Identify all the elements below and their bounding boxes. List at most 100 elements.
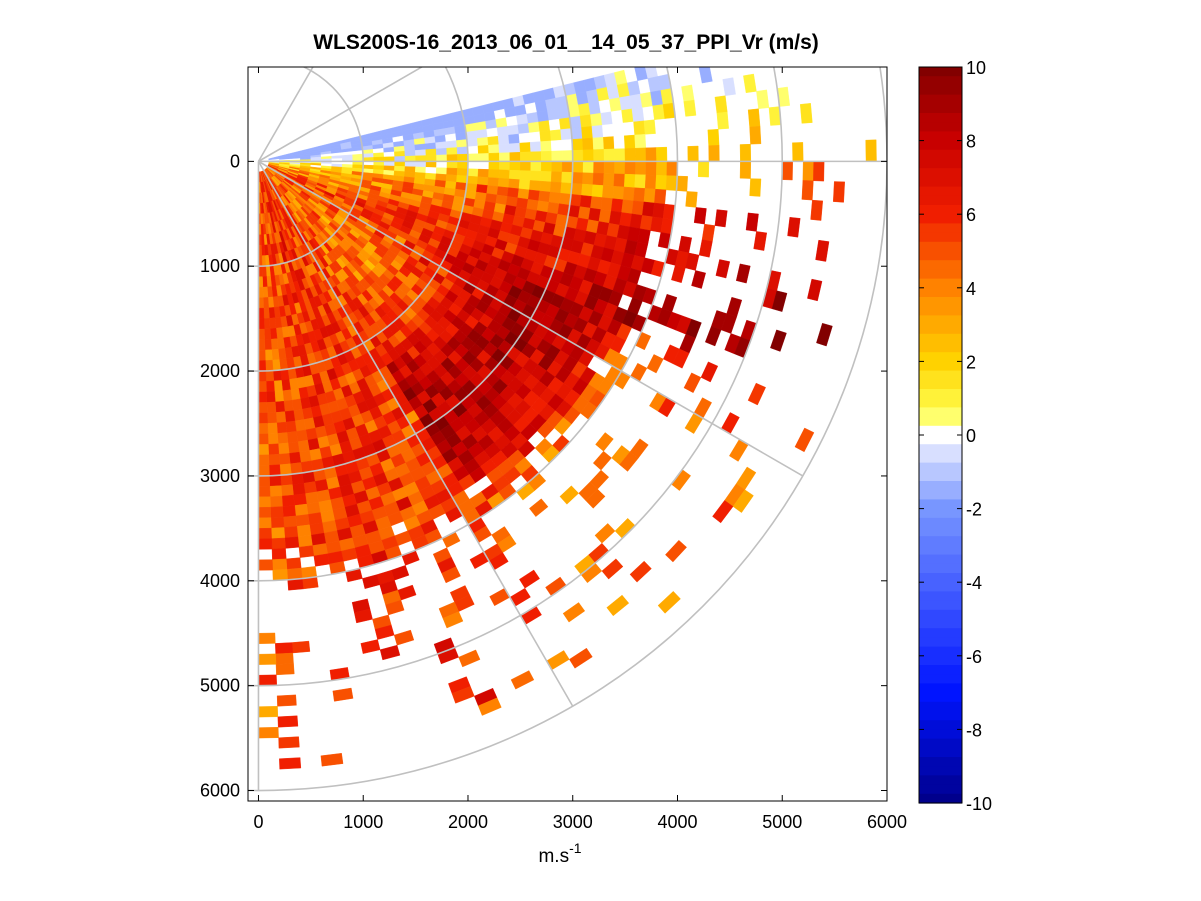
velocity-cell: [530, 151, 542, 162]
velocity-cell: [278, 453, 291, 465]
velocity-cell: [258, 444, 269, 456]
velocity-cell: [457, 153, 469, 162]
velocity-cell: [267, 422, 278, 435]
colorbar-tick-label: -4: [966, 573, 982, 593]
velocity-cell: [261, 255, 266, 267]
colorbar-band: [919, 600, 962, 611]
velocity-cell: [283, 526, 299, 539]
velocity-cell: [297, 439, 310, 453]
colorbar-band: [919, 85, 962, 96]
velocity-cell: [749, 126, 762, 145]
colorbar-band: [919, 177, 962, 188]
velocity-cell: [519, 170, 531, 181]
polar-grid: [248, 67, 887, 792]
velocity-cell: [487, 135, 500, 146]
velocity-cell: [487, 177, 500, 187]
velocity-cell: [265, 370, 275, 382]
velocity-cell: [745, 212, 759, 232]
colorbar-band: [919, 278, 962, 289]
velocity-cell: [749, 178, 762, 197]
velocity-cell: [603, 148, 615, 162]
colorbar-tick-label: -10: [966, 794, 992, 814]
velocity-cell: [277, 715, 299, 728]
velocity-cell: [478, 153, 490, 162]
velocity-cell: [509, 142, 521, 153]
velocity-cell: [612, 186, 625, 200]
colorbar-band: [919, 232, 962, 243]
colorbar-band: [919, 306, 962, 316]
velocity-cell: [614, 161, 626, 175]
velocity-cell: [801, 180, 814, 201]
velocity-cell: [373, 152, 385, 158]
x-tick-label: 2000: [448, 812, 488, 832]
velocity-cell: [781, 161, 793, 181]
velocity-cell: [275, 411, 287, 424]
velocity-cell: [265, 380, 275, 393]
velocity-cell: [456, 139, 468, 148]
colorbar-band: [919, 241, 962, 252]
velocity-cell: [624, 173, 636, 188]
velocity-cell: [467, 161, 479, 170]
velocity-cell: [590, 112, 603, 127]
velocity-cell: [549, 129, 562, 142]
velocity-cell: [614, 148, 626, 162]
velocity-cell: [272, 369, 282, 382]
velocity-cell: [495, 117, 508, 129]
velocity-cell: [277, 442, 290, 455]
velocity-cell: [486, 127, 499, 138]
velocity-cell: [436, 161, 448, 169]
velocity-cell: [526, 111, 539, 124]
velocity-cell: [276, 694, 297, 707]
velocity-cell: [456, 146, 469, 155]
colorbar-band: [919, 701, 962, 712]
velocity-cell: [465, 130, 478, 140]
velocity-cell: [258, 349, 266, 361]
velocity-cell: [519, 142, 531, 153]
velocity-cell: [833, 181, 845, 203]
colorbar-band: [919, 655, 962, 666]
velocity-cell: [415, 149, 427, 157]
velocity-cell: [341, 154, 353, 159]
velocity-cell: [282, 389, 293, 402]
velocity-cell: [270, 338, 279, 350]
velocity-cell: [787, 217, 801, 238]
velocity-cell: [269, 328, 278, 340]
velocity-cell: [570, 183, 583, 196]
velocity-cell: [581, 183, 594, 197]
velocity-cell: [666, 161, 678, 177]
velocity-cell: [293, 408, 305, 422]
velocity-cell: [281, 379, 291, 392]
colorbar-band: [919, 471, 962, 482]
x-axis-label: m.s-1: [538, 840, 581, 867]
colorbar-band: [919, 517, 962, 528]
velocity-cell: [415, 155, 427, 162]
velocity-cell: [813, 161, 825, 182]
velocity-cell: [624, 134, 636, 149]
velocity-cell: [394, 165, 406, 172]
velocity-cell: [258, 360, 266, 372]
velocity-cell: [631, 200, 645, 216]
velocity-cell: [498, 169, 510, 180]
velocity-cell: [547, 108, 560, 121]
velocity-cell: [685, 191, 698, 208]
velocity-cell: [693, 207, 707, 225]
velocity-cell: [466, 175, 479, 185]
velocity-cell: [560, 128, 573, 141]
velocity-cell: [624, 147, 636, 162]
velocity-cell: [267, 286, 273, 298]
velocity-cell: [621, 108, 634, 124]
colorbar-band: [919, 747, 962, 758]
velocity-cell: [792, 142, 804, 162]
velocity-cell: [415, 161, 427, 168]
velocity-cell: [610, 198, 624, 213]
velocity-cell: [601, 558, 624, 580]
colorbar-band: [919, 453, 962, 464]
velocity-cell: [360, 639, 381, 654]
velocity-cell: [600, 197, 613, 212]
velocity-cell: [735, 263, 751, 284]
velocity-cell: [435, 147, 448, 156]
velocity-cell: [272, 558, 288, 571]
velocity-cell: [291, 640, 311, 654]
velocity-cell: [582, 149, 594, 162]
